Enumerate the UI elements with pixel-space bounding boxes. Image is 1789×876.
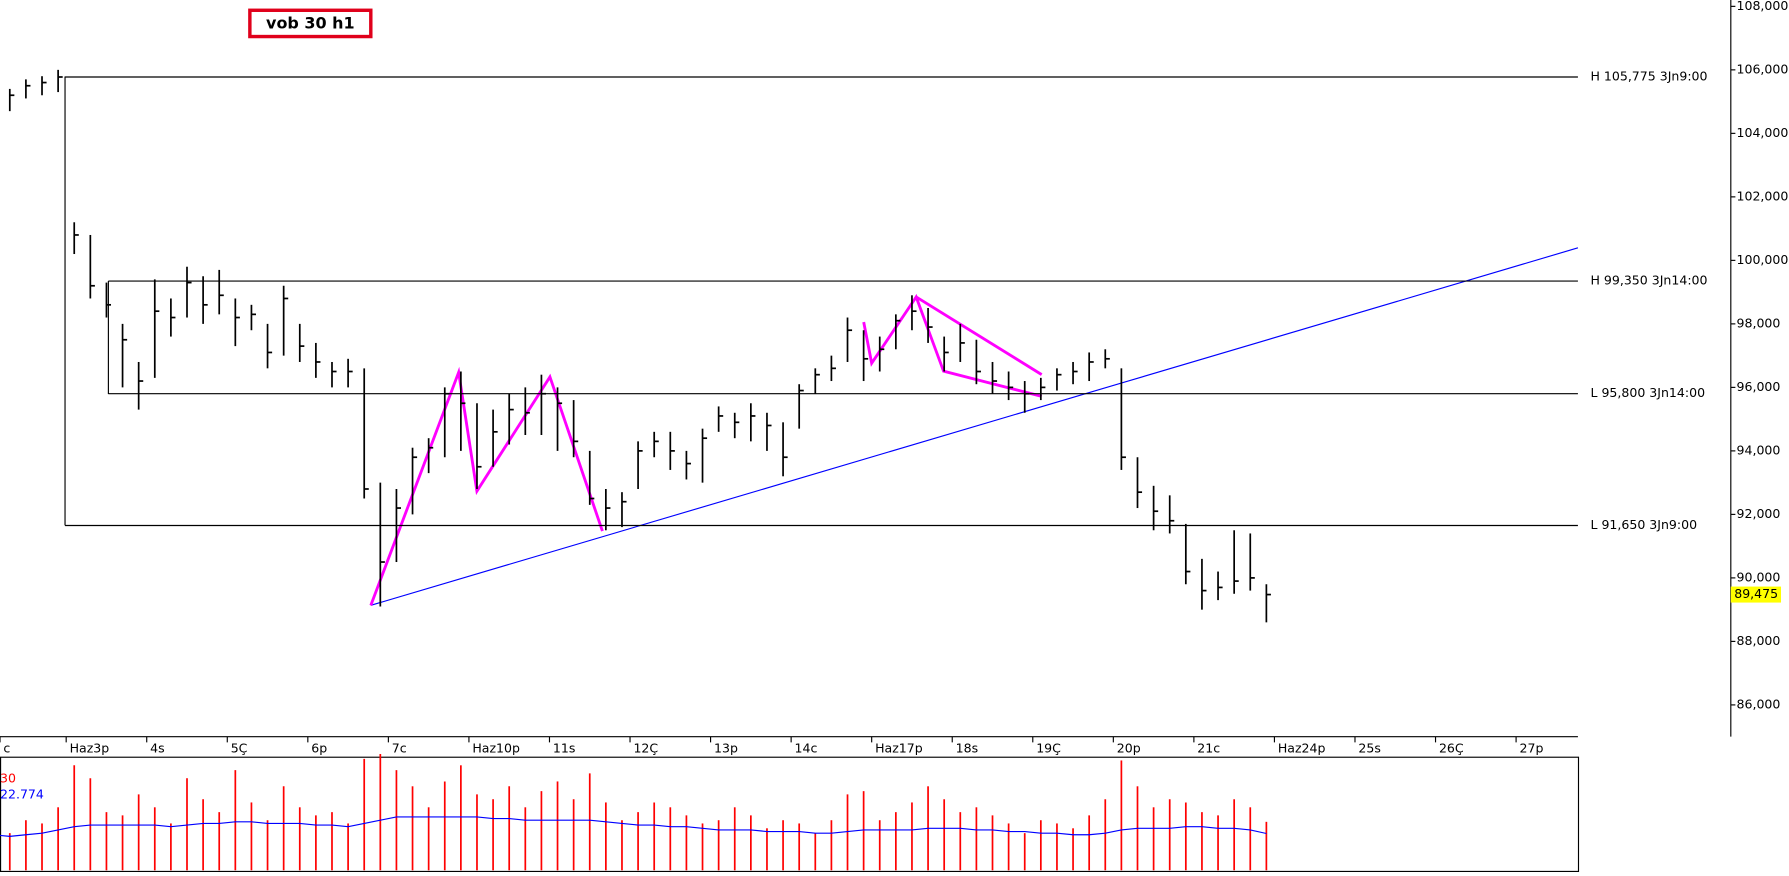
pattern-line xyxy=(369,366,604,606)
x-tick-label: 26Ç xyxy=(1439,741,1464,756)
y-tick-label: 92,000 xyxy=(1737,506,1781,521)
last-price-tag xyxy=(1730,586,1782,603)
ma-label: 22.774 xyxy=(0,786,44,801)
x-tick-label: Haz10p xyxy=(472,741,520,756)
x-tick-label: 13p xyxy=(714,741,738,756)
y-tick-label: 86,000 xyxy=(1737,696,1781,711)
y-tick-label: 108,000 xyxy=(1737,0,1789,13)
y-tick-label: 100,000 xyxy=(1737,252,1789,267)
level-label: L 95,800 3Jn14:00 xyxy=(1590,385,1705,400)
y-tick-label: 102,000 xyxy=(1737,188,1789,203)
x-tick-label: 19Ç xyxy=(1036,741,1061,756)
x-tick-label: Haz3p xyxy=(70,741,110,756)
x-tick-label: 4s xyxy=(150,741,165,756)
last-price-label: 89,475 xyxy=(1734,586,1778,601)
volume-label: 30 xyxy=(0,770,16,785)
x-tick-label: 25s xyxy=(1358,741,1381,756)
x-tick-label: c xyxy=(3,741,10,756)
y-tick-label: 90,000 xyxy=(1737,569,1781,584)
x-tick-label: 21c xyxy=(1197,741,1220,756)
x-tick-label: 6p xyxy=(311,741,327,756)
x-tick-label: 18s xyxy=(956,741,979,756)
x-tick-label: 7c xyxy=(392,741,407,756)
x-tick-label: 12Ç xyxy=(633,741,658,756)
x-tick-label: 11s xyxy=(553,741,576,756)
trend-line xyxy=(370,247,1579,606)
y-tick-label: 106,000 xyxy=(1737,61,1789,76)
x-tick-label: 20p xyxy=(1117,741,1141,756)
level-label: L 91,650 3Jn9:00 xyxy=(1590,517,1697,532)
volume-panel xyxy=(0,756,1580,873)
x-tick-label: 5Ç xyxy=(231,741,248,756)
y-tick-label: 88,000 xyxy=(1737,633,1781,648)
chart-title: vob 30 h1 xyxy=(266,13,355,32)
x-tick-label: Haz24p xyxy=(1278,741,1326,756)
title-box xyxy=(248,8,373,39)
x-tick-label: 14c xyxy=(795,741,818,756)
y-tick-label: 98,000 xyxy=(1737,315,1781,330)
y-tick-label: 104,000 xyxy=(1737,125,1789,140)
pattern-line xyxy=(862,293,1043,398)
level-label: H 105,775 3Jn9:00 xyxy=(1590,68,1707,83)
pattern-line xyxy=(915,295,1043,376)
y-tick-label: 96,000 xyxy=(1737,379,1781,394)
level-label: H 99,350 3Jn14:00 xyxy=(1590,273,1707,288)
ma-line xyxy=(0,816,1267,837)
x-tick-label: Haz17p xyxy=(875,741,923,756)
x-tick-label: 27p xyxy=(1520,741,1544,756)
y-tick-label: 94,000 xyxy=(1737,442,1781,457)
